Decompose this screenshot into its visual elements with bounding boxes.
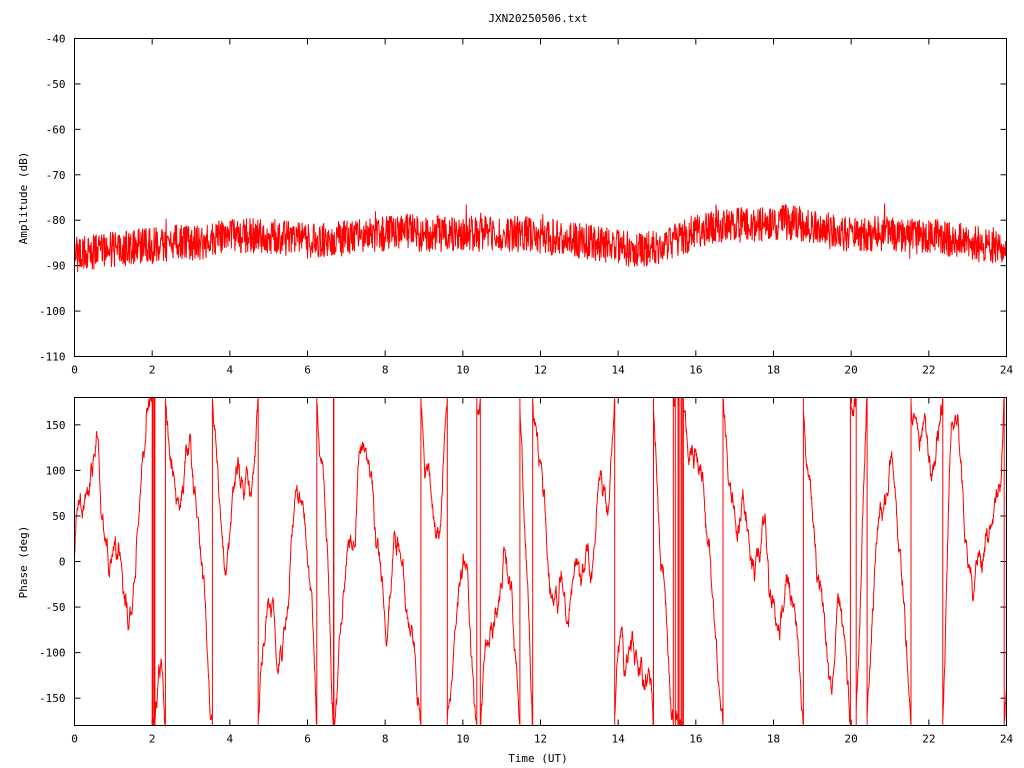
amplitude-x-tick-label: 4 bbox=[227, 364, 234, 377]
amplitude-x-tick-label: 16 bbox=[689, 364, 702, 377]
phase-x-tick-label: 4 bbox=[227, 733, 234, 746]
phase-y-tick-label: -150 bbox=[39, 692, 66, 705]
phase-y-tick-label: -50 bbox=[46, 601, 66, 614]
phase-x-tick-label: 6 bbox=[304, 733, 311, 746]
phase-axes: 0 2 4 6 8 10 12 14 16 18 20 22 24150100500-50-100-15… bbox=[39, 397, 1014, 746]
amplitude-y-tick-label: -80 bbox=[46, 214, 66, 227]
amplitude-series-line bbox=[74, 203, 1007, 273]
amplitude-y-tick-label: -50 bbox=[46, 78, 66, 91]
amplitude-y-axis-label: Amplitude (dB) bbox=[17, 152, 30, 245]
amplitude-x-tick-label: 6 bbox=[304, 364, 311, 377]
amplitude-panel: 0 2 4 6 8 10 12 14 16 18 20 22 24-40-50-60-70-80-90-… bbox=[17, 33, 1013, 377]
amplitude-x-tick-label: 12 bbox=[534, 364, 547, 377]
phase-x-tick-label: 14 bbox=[612, 733, 626, 746]
amplitude-y-tick-label: -70 bbox=[46, 169, 66, 182]
amplitude-x-tick-label: 14 bbox=[612, 364, 626, 377]
amplitude-x-tick-label: 20 bbox=[845, 364, 858, 377]
amplitude-y-tick-label: -100 bbox=[39, 305, 66, 318]
phase-y-tick-label: 100 bbox=[46, 464, 66, 477]
phase-x-tick-label: 24 bbox=[1000, 733, 1014, 746]
chart-title: JXN20250506.txt bbox=[488, 12, 587, 25]
phase-x-tick-label: 22 bbox=[922, 733, 935, 746]
amplitude-x-tick-label: 22 bbox=[922, 364, 935, 377]
phase-x-tick-label: 20 bbox=[845, 733, 858, 746]
amplitude-y-tick-label: -60 bbox=[46, 123, 66, 136]
phase-y-tick-label: -100 bbox=[39, 647, 66, 660]
phase-y-axis-label: Phase (deg) bbox=[17, 526, 30, 599]
x-axis-label: Time (UT) bbox=[508, 752, 568, 765]
amplitude-x-tick-label: 0 bbox=[71, 364, 78, 377]
amplitude-x-tick-label: 24 bbox=[1000, 364, 1014, 377]
phase-panel: 0 2 4 6 8 10 12 14 16 18 20 22 24150100500-50-100-15… bbox=[17, 396, 1014, 765]
phase-x-tick-label: 12 bbox=[534, 733, 547, 746]
phase-x-tick-label: 0 bbox=[71, 733, 78, 746]
amplitude-y-tick-label: -110 bbox=[39, 351, 66, 364]
phase-x-tick-label: 10 bbox=[456, 733, 469, 746]
amplitude-y-tick-label: -90 bbox=[46, 260, 66, 273]
phase-x-tick-label: 8 bbox=[382, 733, 389, 746]
phase-y-tick-label: 50 bbox=[52, 510, 65, 523]
phase-y-tick-label: 150 bbox=[46, 419, 66, 432]
amplitude-x-tick-label: 8 bbox=[382, 364, 389, 377]
amplitude-plot-frame bbox=[74, 38, 1007, 357]
amplitude-x-tick-label: 18 bbox=[767, 364, 780, 377]
phase-series-line bbox=[74, 396, 1007, 728]
phase-x-tick-label: 2 bbox=[149, 733, 156, 746]
amplitude-x-tick-label: 2 bbox=[149, 364, 156, 377]
phase-x-tick-label: 18 bbox=[767, 733, 780, 746]
amplitude-axes: 0 2 4 6 8 10 12 14 16 18 20 22 24-40-50-60-70-80-90-… bbox=[39, 33, 1013, 377]
phase-plot-frame bbox=[74, 397, 1007, 726]
phase-y-tick-label: 0 bbox=[59, 556, 66, 569]
phase-x-tick-label: 16 bbox=[689, 733, 702, 746]
amplitude-x-tick-label: 10 bbox=[456, 364, 469, 377]
amplitude-y-tick-label: -40 bbox=[46, 33, 66, 46]
